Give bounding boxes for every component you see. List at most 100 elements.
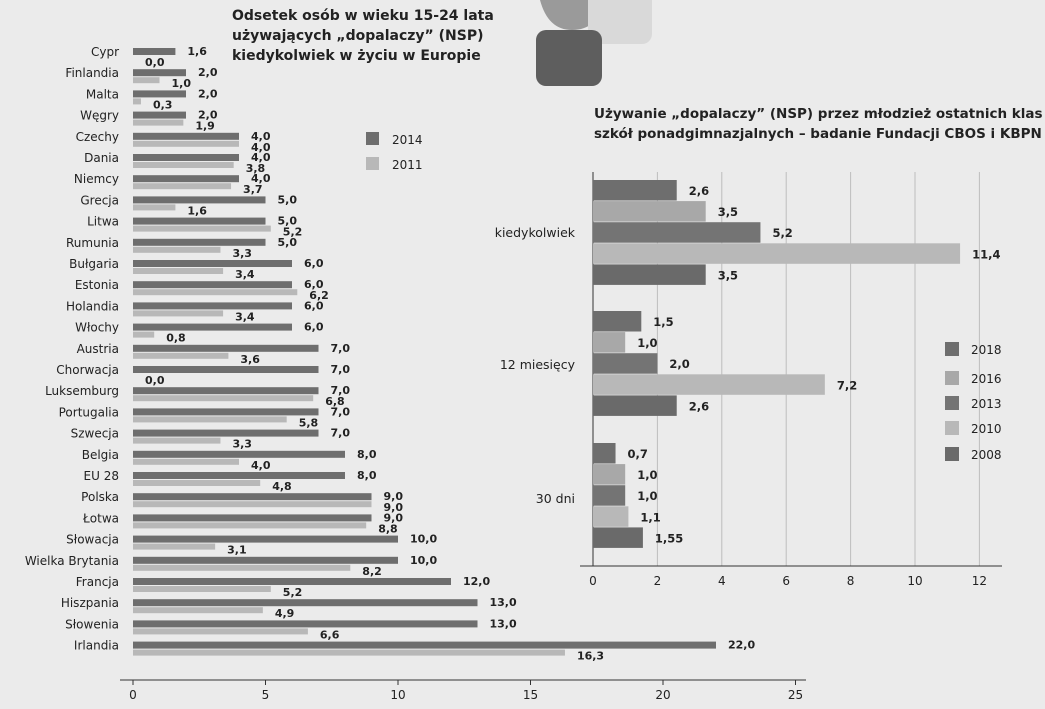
value-label-2011: 0,3 [153,98,173,111]
value-label-2014: 10,0 [410,554,437,567]
bar-2014 [133,281,292,289]
category-label: Rumunia [66,236,119,250]
bar-2014 [133,493,372,501]
legend-swatch-2014 [366,132,379,145]
category-label: Luksemburg [45,384,119,398]
bar-2008 [593,264,706,285]
value-label-2014: 10,0 [410,533,437,546]
legend-swatch-2010 [945,421,959,435]
value-label-2011: 1,6 [187,204,207,217]
bar-2011 [133,543,216,550]
category-label: Portugalia [59,405,119,419]
bar-2011 [133,140,239,147]
bar-2014 [133,175,239,183]
value-label-2011: 8,2 [362,565,382,578]
x-tick-label: 5 [262,688,270,702]
bar-2008 [593,395,677,416]
category-label: Łotwa [82,511,119,525]
category-label: Szwecja [71,427,119,441]
bar-2011 [133,437,221,444]
bar-2011 [133,310,224,317]
x-tick-label: 8 [847,574,855,588]
value-label-2011: 16,3 [577,650,604,663]
category-label: 30 dni [536,491,575,506]
category-label: 12 miesięcy [500,357,576,372]
value-label-2014: 7,0 [331,342,351,355]
category-label: Niemcy [74,172,119,186]
bar-2011 [133,607,263,614]
value-label-2011: 3,8 [246,162,266,175]
category-label: Polska [81,490,119,504]
bar-2014 [133,344,319,352]
category-label: kiedykolwiek [495,225,576,240]
bar-2014 [133,48,176,55]
bar-2014 [133,387,319,395]
x-tick-label: 10 [390,688,405,702]
bar-2016 [593,464,626,485]
value-label-2011: 6,2 [309,289,329,302]
value-label-2011: 1,0 [172,77,192,90]
bar-2011 [133,162,234,168]
value-label-2014: 8,0 [357,448,377,461]
value-label-2014: 22,0 [728,639,755,652]
bar-2011 [133,352,229,359]
bar-2011 [133,416,287,423]
value-label-2011: 0,0 [145,56,165,69]
chart2-title-line: Używanie „dopalaczy” (NSP) przez młodzie… [594,106,1043,122]
bar-2011 [133,77,160,84]
value-label-2011: 3,4 [235,268,255,281]
category-label: Słowacja [66,533,119,547]
bar-2014 [133,302,292,310]
bar-2014 [133,472,345,479]
category-label: Włochy [75,321,119,335]
category-label: Hiszpania [61,596,119,610]
bar-2014 [133,599,478,607]
value-label-2008: 1,55 [655,531,683,545]
bar-2014 [133,90,186,98]
value-label-2014: 4,0 [251,151,271,164]
category-label: Węgry [80,109,119,123]
bar-2011 [133,586,271,592]
bar-2014 [133,260,292,267]
decorative-logo [536,0,652,86]
category-label: Irlandia [74,639,119,653]
bar-2011 [133,119,184,126]
category-label: Bułgaria [69,257,119,271]
category-label: Holandia [66,299,119,313]
bar-2011 [133,628,308,635]
bar-2010 [593,506,629,527]
value-label-2014: 2,0 [198,66,218,79]
bar-2014 [133,238,266,246]
value-label-2010: 1,1 [640,510,660,524]
value-label-2014: 7,0 [331,363,351,376]
value-label-2014: 4,0 [251,172,271,185]
bar-2014 [133,217,266,225]
bar-2014 [133,620,478,628]
x-tick-label: 4 [718,574,726,588]
value-label-2013: 5,2 [772,226,792,240]
bar-2014 [133,366,319,373]
bar-2011 [133,331,155,338]
bar-2011 [133,649,565,656]
value-label-2014: 12,0 [463,575,490,588]
legend-swatch-2016 [945,371,959,385]
bar-2014 [133,641,716,649]
category-label: Cypr [91,45,119,59]
value-label-2011: 6,6 [320,628,340,641]
x-tick-label: 2 [654,574,662,588]
value-label-2011: 3,4 [235,310,255,323]
legend-swatch-2008 [945,447,959,461]
chart-cbos: kiedykolwiek 2,6 3,5 5,2 11,4 3,5 12 miesięcy 1… [495,172,1002,588]
value-label-2014: 6,0 [304,299,324,312]
value-label-2013: 2,0 [669,357,689,371]
category-label: Czechy [76,130,119,144]
bar-2011 [133,204,176,211]
value-label-2008: 2,6 [689,399,709,413]
value-label-2011: 5,2 [283,226,303,239]
category-label: Dania [84,151,119,165]
value-label-2011: 0,0 [145,374,165,387]
chart1-title-line: Odsetek osób w wieku 15-24 lata [232,8,494,24]
bar-2011 [133,501,372,508]
value-label-2014: 6,0 [304,321,324,334]
